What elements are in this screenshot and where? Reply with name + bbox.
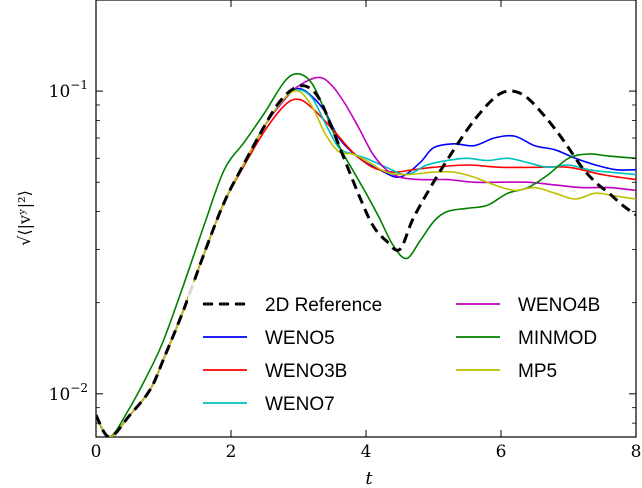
x-tick-label: 0: [91, 442, 102, 462]
legend-label-weno7: WENO7: [265, 394, 335, 415]
y-axis-label: √⟨|vʸ|²⟩: [15, 190, 34, 246]
tick-label-layer: 0 2 4 6 8 10−2 10−1: [49, 78, 642, 462]
y-tick-label: 10−2: [49, 381, 88, 405]
series-line-mp5: [96, 89, 636, 437]
x-axis-label: t: [365, 468, 373, 488]
legend-label-2d-reference: 2D Reference: [265, 295, 382, 316]
legend: 2D Reference WENO5 WENO3B WENO7 WENO4B MINMOD…: [188, 282, 608, 426]
legend-label-minmod: MINMOD: [518, 328, 597, 349]
legend-label-weno5: WENO5: [265, 328, 335, 349]
tick-layer: [95, 0, 637, 437]
legend-label-weno4b: WENO4B: [518, 295, 600, 316]
x-tick-label: 2: [226, 442, 237, 462]
series-line-2d-reference: [96, 84, 636, 437]
x-tick-label: 4: [361, 442, 372, 462]
x-tick-label: 8: [631, 442, 642, 462]
series-layer: [96, 73, 636, 437]
legend-label-mp5: MP5: [518, 361, 557, 382]
legend-box: [188, 282, 608, 426]
y-tick-label: 10−1: [49, 78, 88, 102]
x-tick-label: 6: [496, 442, 507, 462]
legend-label-weno3b: WENO3B: [265, 361, 347, 382]
